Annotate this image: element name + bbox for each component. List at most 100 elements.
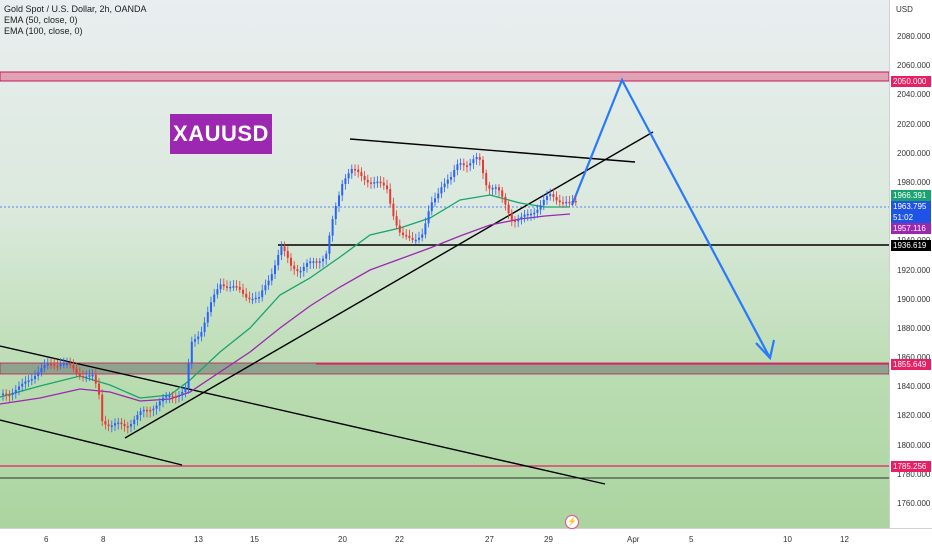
candle-body[interactable] [168,395,171,398]
candle-body[interactable] [376,181,379,184]
candle-body[interactable] [427,211,430,224]
candle-body[interactable] [418,237,420,240]
candle-body[interactable] [405,235,408,237]
candle-body[interactable] [264,285,267,291]
candle-body[interactable] [462,163,465,166]
candle-body[interactable] [78,373,81,377]
candle-body[interactable] [139,411,142,415]
candle-body[interactable] [510,213,513,221]
candle-body[interactable] [91,374,94,377]
candle-body[interactable] [165,395,168,398]
candle-body[interactable] [261,290,264,298]
candle-body[interactable] [379,181,382,184]
candle-body[interactable] [318,261,321,263]
candle-body[interactable] [2,393,4,396]
candle-body[interactable] [43,365,46,369]
candle-body[interactable] [82,376,84,378]
candle-body[interactable] [533,212,536,215]
candle-body[interactable] [59,364,62,367]
candle-body[interactable] [216,289,219,295]
candle-body[interactable] [130,423,132,427]
candle-body[interactable] [546,196,548,200]
candle-body[interactable] [142,409,145,412]
candle-body[interactable] [558,200,561,203]
candle-body[interactable] [69,363,72,366]
projection-arrow[interactable] [570,77,771,359]
candle-body[interactable] [443,183,446,188]
candle-body[interactable] [40,368,43,373]
price-axis[interactable] [889,0,932,528]
candle-body[interactable] [194,339,196,342]
candle-body[interactable] [24,381,27,384]
candle-body[interactable] [315,261,318,263]
price-plot[interactable] [0,0,889,528]
candle-body[interactable] [325,253,328,259]
candle-body[interactable] [421,234,424,238]
candle-body[interactable] [366,179,369,183]
candle-body[interactable] [498,187,500,191]
candle-body[interactable] [354,168,356,171]
candle-body[interactable] [302,266,305,271]
candle-body[interactable] [283,246,286,252]
resistance-zone[interactable] [0,71,889,82]
ema-100-line[interactable] [0,213,571,405]
candle-body[interactable] [120,422,123,425]
candle-body[interactable] [98,383,100,395]
candle-body[interactable] [162,397,164,402]
time-axis[interactable] [0,528,932,551]
trendline-lower-channel[interactable] [0,419,183,466]
candle-body[interactable] [251,298,254,301]
candle-body[interactable] [555,196,558,201]
candle-body[interactable] [574,200,577,203]
candle-body[interactable] [46,363,49,366]
candle-body[interactable] [472,159,475,164]
candle-body[interactable] [517,218,520,222]
candle-body[interactable] [56,365,59,368]
candle-body[interactable] [469,163,472,166]
candle-body[interactable] [136,414,139,420]
trendline-triangle-top[interactable] [349,138,636,163]
candle-body[interactable] [235,286,238,288]
candle-body[interactable] [293,265,296,270]
candles-group[interactable] [2,152,577,434]
candle-body[interactable] [290,257,292,266]
candle-body[interactable] [226,286,228,288]
candle-body[interactable] [402,232,404,236]
candle-body[interactable] [222,284,225,287]
candle-body[interactable] [360,172,363,176]
candle-body[interactable] [514,220,516,222]
candle-body[interactable] [94,374,97,384]
candle-body[interactable] [149,409,152,412]
candle-body[interactable] [75,368,78,374]
candle-body[interactable] [536,209,539,213]
candle-body[interactable] [174,396,177,399]
candle-body[interactable] [392,203,395,217]
candle-body[interactable] [197,336,200,340]
candle-body[interactable] [267,280,270,286]
candle-body[interactable] [466,165,468,167]
candle-body[interactable] [72,365,75,369]
candle-body[interactable] [114,423,116,426]
candle-body[interactable] [146,409,148,412]
candle-body[interactable] [210,302,212,313]
candle-body[interactable] [53,364,56,366]
candle-body[interactable] [27,380,30,383]
candle-body[interactable] [424,223,427,235]
candle-body[interactable] [494,187,497,189]
candle-body[interactable] [549,194,552,197]
candle-body[interactable] [459,163,462,165]
candle-body[interactable] [123,423,126,427]
candle-body[interactable] [104,420,107,425]
candle-body[interactable] [181,391,184,396]
candle-body[interactable] [254,297,257,300]
candle-body[interactable] [331,219,334,236]
candle-body[interactable] [155,405,158,409]
candle-body[interactable] [370,182,372,184]
candle-body[interactable] [475,156,478,160]
candle-body[interactable] [552,194,555,197]
candle-body[interactable] [408,235,411,239]
candle-body[interactable] [450,177,452,180]
candle-body[interactable] [62,363,65,366]
candle-body[interactable] [66,363,68,366]
